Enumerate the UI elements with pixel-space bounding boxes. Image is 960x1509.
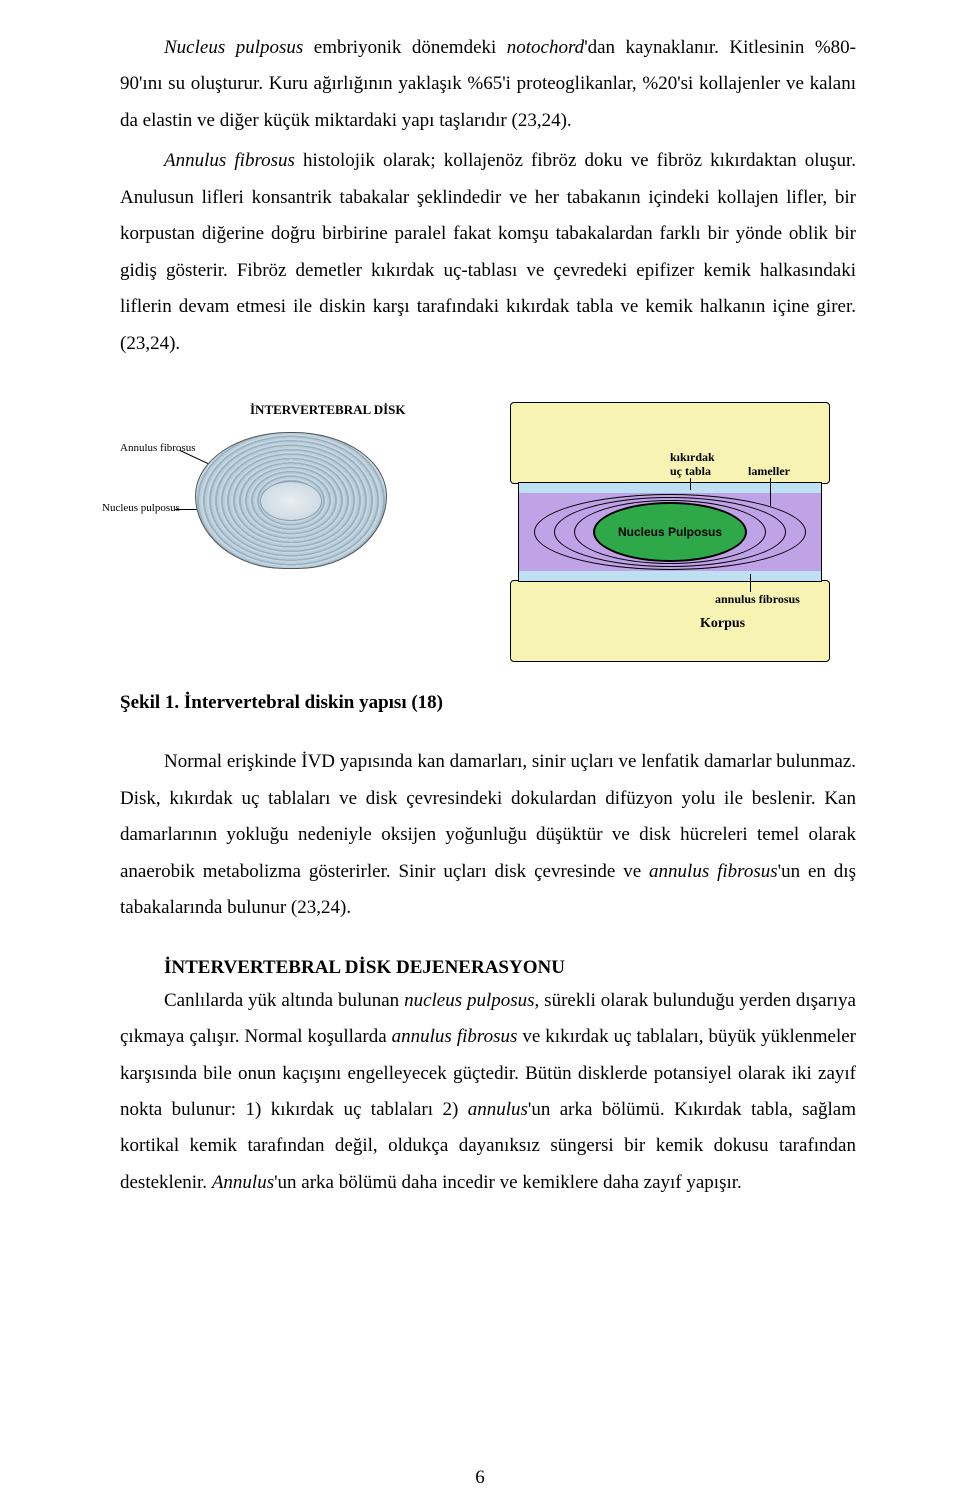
- disc-region: Nucleus Pulposus: [518, 493, 822, 571]
- nucleus-label: Nucleus Pulposus: [593, 502, 747, 562]
- page-number: 6: [475, 1467, 485, 1489]
- text: notochord: [507, 37, 584, 58]
- leader-line: [750, 574, 751, 592]
- text: histolojik olarak; kollajenöz fibröz dok…: [120, 150, 856, 353]
- label-nucleus-pulposus: Nucleus pulposus: [102, 502, 180, 514]
- text: 'un arka bölümü daha incedir ve kemikler…: [274, 1172, 742, 1193]
- figure-caption: Şekil 1. İntervertebral diskin yapısı (1…: [120, 692, 856, 714]
- figure-schematic-right: Nucleus Pulposus kıkırdak uç tabla lamel…: [480, 402, 856, 662]
- text: Canlılarda yük altında bulunan: [164, 990, 404, 1011]
- text: Annulus: [212, 1172, 274, 1193]
- figure-title: İNTERVERTEBRAL DİSK: [250, 402, 406, 418]
- label-korpus: Korpus: [700, 616, 745, 632]
- text: nucleus pulposus: [404, 990, 534, 1011]
- paragraph-2: Annulus fibrosus histolojik olarak; koll…: [120, 143, 856, 362]
- leader-line: [770, 478, 771, 506]
- label-annulus: annulus fibrosus: [715, 592, 800, 607]
- endplate-lower: [518, 570, 822, 582]
- text: annulus fibrosus: [392, 1026, 518, 1047]
- label-lameller: lameller: [748, 464, 790, 479]
- paragraph-3: Normal erişkinde İVD yapısında kan damar…: [120, 744, 856, 926]
- figure-container: İNTERVERTEBRAL DİSK Annulus fibrosus Nuc…: [120, 402, 856, 662]
- disc-illustration: [195, 432, 387, 569]
- text: Nucleus pulposus: [164, 37, 303, 58]
- text: annulus fibrosus: [649, 861, 778, 882]
- leader-line: [690, 478, 691, 490]
- paragraph-1: Nucleus pulposus embriyonik dönemdeki no…: [120, 30, 856, 139]
- figure-disc-left: İNTERVERTEBRAL DİSK Annulus fibrosus Nuc…: [120, 402, 440, 569]
- section-heading: İNTERVERTEBRAL DİSK DEJENERASYONU: [120, 957, 856, 979]
- text: annulus: [468, 1099, 528, 1120]
- paragraph-4: Canlılarda yük altında bulunan nucleus p…: [120, 983, 856, 1202]
- disc-core: [260, 481, 322, 521]
- text: Annulus fibrosus: [164, 150, 295, 171]
- label-endplate-2: uç tabla: [670, 464, 711, 479]
- label-endplate-1: kıkırdak: [670, 450, 715, 465]
- text: embriyonik dönemdeki: [303, 37, 507, 58]
